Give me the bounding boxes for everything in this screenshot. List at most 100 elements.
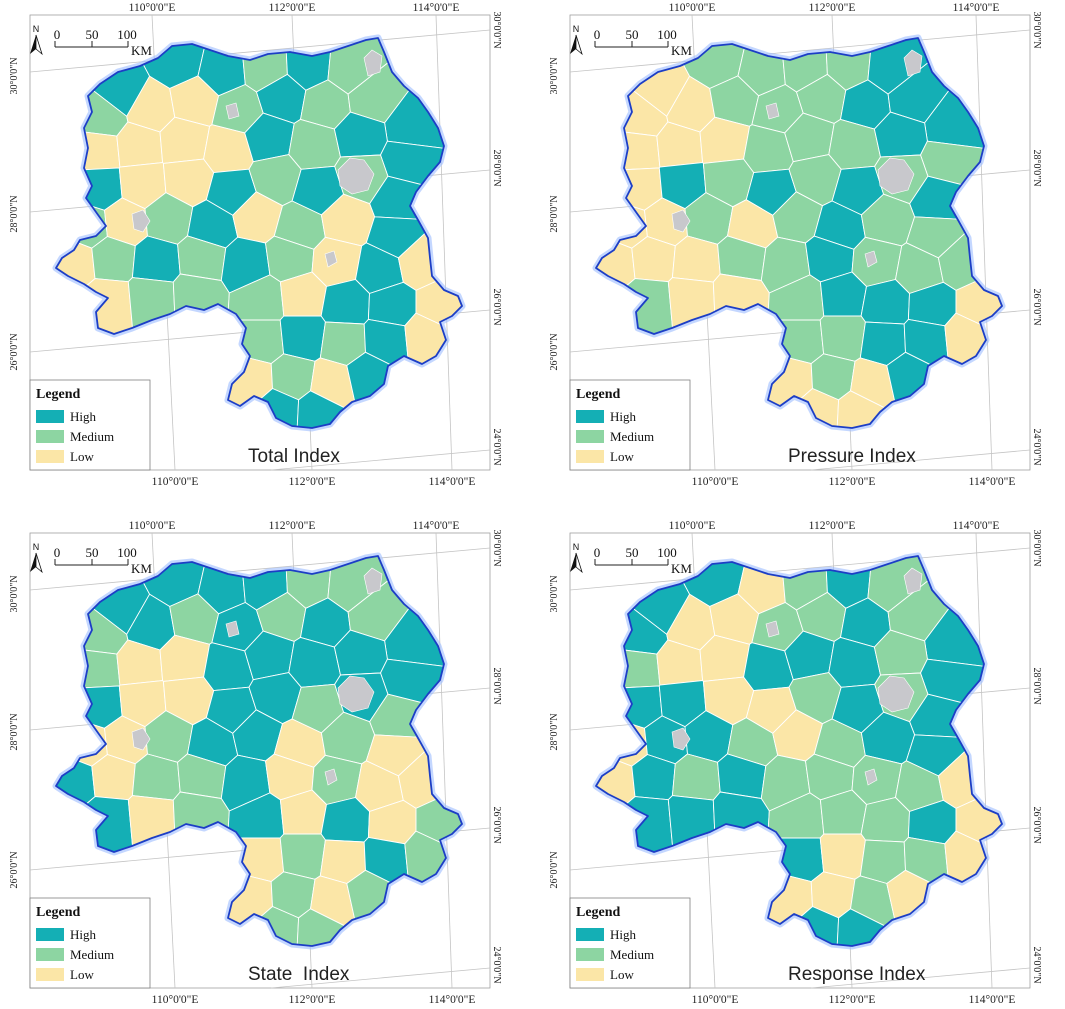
north-arrow-right-half [575, 34, 583, 56]
legend-label-medium: Medium [610, 947, 654, 962]
county-region [631, 236, 676, 283]
scale-unit-label: KM [671, 43, 692, 58]
legend-swatch-low [576, 968, 604, 981]
longitude-label-bottom: 114°0'0"E [969, 994, 1016, 1006]
urban-area [324, 250, 338, 268]
county-region [860, 279, 910, 325]
urban-area [363, 567, 383, 595]
north-arrow-right-half [575, 552, 583, 574]
urban-area [363, 49, 383, 77]
urban-area [671, 209, 691, 233]
latitude-label-left: 26°0'0"N [9, 333, 20, 370]
legend-label-high: High [70, 927, 97, 942]
latitude-label-right: 24°0'0"N [491, 428, 502, 465]
scale-tick-label: 50 [86, 27, 99, 42]
legend-label-high: High [610, 409, 637, 424]
longitude-label-top: 114°0'0"E [413, 520, 460, 532]
scale-tick-label: 100 [117, 27, 137, 42]
urban-area [877, 157, 915, 195]
legend-title: Legend [36, 387, 81, 402]
province-boundary [595, 37, 1003, 429]
legend-box [569, 379, 691, 471]
meridian-line [435, 14, 453, 471]
north-arrow-icon [30, 34, 43, 56]
urban-area [864, 768, 878, 786]
county-region [631, 754, 676, 801]
longitude-label-bottom: 110°0'0"E [692, 476, 739, 488]
latitude-label-left: 28°0'0"N [9, 713, 20, 750]
legend-label-medium: Medium [70, 429, 114, 444]
scale-unit-label: KM [131, 561, 152, 576]
county-region [320, 279, 370, 325]
legend-title: Legend [36, 905, 81, 920]
legend: Legend High Medium Low [569, 379, 691, 471]
province-boundary [55, 37, 463, 429]
latitude-label-right: 30°0'0"N [491, 11, 502, 48]
urban-area [324, 768, 338, 786]
county-region [131, 753, 181, 801]
panel-title: Total Index [248, 446, 340, 467]
legend-swatch-medium [576, 948, 604, 961]
latitude-label-left: 28°0'0"N [9, 195, 20, 232]
meridian-line [435, 532, 453, 989]
longitude-label-top: 114°0'0"E [953, 2, 1000, 14]
panel-title: Response Index [788, 964, 926, 985]
latitude-label-right: 30°0'0"N [491, 529, 502, 566]
urban-area [903, 49, 923, 77]
county-region [131, 235, 181, 283]
latitude-label-right: 30°0'0"N [1031, 529, 1042, 566]
province-boundary [55, 555, 463, 947]
scale-tick-label: 0 [594, 27, 601, 42]
scale-tick-label: 0 [54, 545, 61, 560]
urban-area [765, 102, 780, 120]
latitude-label-left: 30°0'0"N [549, 575, 560, 612]
latitude-label-right: 24°0'0"N [1031, 428, 1042, 465]
urban-area [877, 675, 915, 713]
latitude-label-right: 26°0'0"N [1031, 288, 1042, 325]
meridian-line [975, 14, 993, 471]
panel-title: Pressure Index [788, 446, 916, 467]
latitude-label-right: 24°0'0"N [491, 946, 502, 983]
legend-swatch-high [576, 410, 604, 423]
parallel-line [270, 967, 491, 989]
longitude-label-bottom: 110°0'0"E [152, 476, 199, 488]
scale-tick-label: 100 [657, 27, 677, 42]
county-region [671, 235, 721, 283]
longitude-label-bottom: 112°0'0"E [829, 994, 876, 1006]
parallel-line [810, 967, 1031, 989]
scale-tick-label: 100 [657, 545, 677, 560]
longitude-label-bottom: 114°0'0"E [969, 476, 1016, 488]
north-label: N [33, 542, 40, 552]
county-region [671, 753, 721, 801]
latitude-label-left: 30°0'0"N [549, 57, 560, 94]
urban-area [337, 675, 375, 713]
county-region [860, 797, 910, 843]
longitude-label-top: 114°0'0"E [413, 2, 460, 14]
legend-label-high: High [70, 409, 97, 424]
latitude-label-right: 28°0'0"N [1031, 149, 1042, 186]
legend-swatch-low [36, 450, 64, 463]
legend-swatch-high [576, 928, 604, 941]
north-arrow-left-half [570, 35, 576, 54]
north-label: N [33, 24, 40, 34]
urban-area [765, 620, 780, 638]
scale-tick-label: 50 [626, 27, 639, 42]
legend-swatch-medium [36, 430, 64, 443]
parallel-line [569, 547, 1031, 591]
legend-swatch-low [36, 968, 64, 981]
latitude-label-right: 28°0'0"N [491, 149, 502, 186]
latitude-label-left: 26°0'0"N [9, 851, 20, 888]
index-map-panel: 110°0'0"E 112°0'0"E 114°0'0"E 110°0'0"E 112°… [549, 520, 1042, 1006]
longitude-label-top: 112°0'0"E [809, 520, 856, 532]
longitude-label-bottom: 112°0'0"E [289, 476, 336, 488]
latitude-label-right: 26°0'0"N [491, 806, 502, 843]
scale-tick-label: 100 [117, 545, 137, 560]
north-arrow-left-half [30, 553, 36, 572]
scale-tick-label: 50 [626, 545, 639, 560]
scale-unit-label: KM [671, 561, 692, 576]
north-arrow-icon [570, 552, 583, 574]
county-region [699, 116, 751, 164]
